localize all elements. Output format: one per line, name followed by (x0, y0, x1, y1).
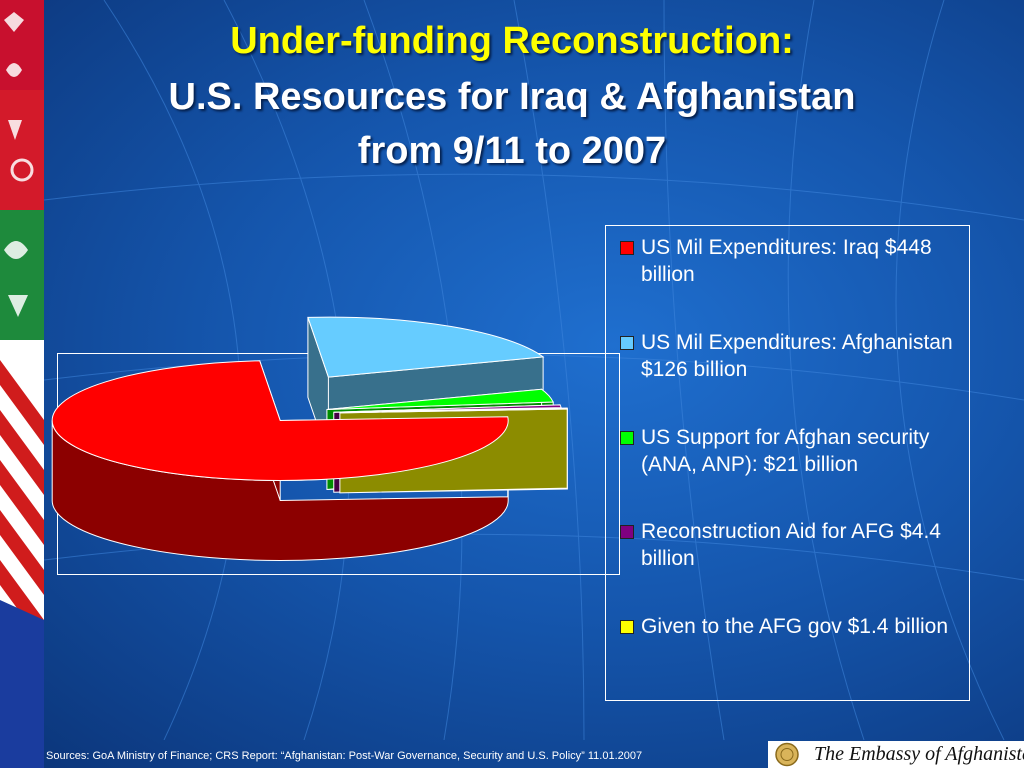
legend-swatch-afghanistan (620, 336, 634, 350)
pie-slice-iraq (51, 360, 509, 481)
afghan-flag-decoration (0, 0, 44, 768)
embassy-logo: The Embassy of Afghanistan (768, 741, 1024, 768)
slide-title: Under-funding Reconstruction: (230, 20, 794, 62)
legend-item-afghanistan: US Mil Expenditures: Afghanistan $126 bi… (620, 329, 965, 383)
legend-swatch-iraq (620, 241, 634, 255)
legend-label-afg-gov: Given to the AFG gov $1.4 billion (641, 615, 949, 638)
legend-item-iraq: US Mil Expenditures: Iraq $448 billion (620, 234, 965, 288)
legend-label-security: US Support for Afghan security (ANA, ANP… (641, 426, 930, 476)
chart-legend: US Mil Expenditures: Iraq $448 billion U… (605, 225, 970, 701)
legend-item-reconstruction: Reconstruction Aid for AFG $4.4 billion (620, 518, 965, 572)
slide-subtitle: U.S. Resources for Iraq & Afghanistan (168, 76, 856, 118)
embassy-seal-icon (775, 742, 799, 767)
legend-label-afghanistan: US Mil Expenditures: Afghanistan $126 bi… (641, 331, 953, 381)
legend-swatch-afg-gov (620, 620, 634, 634)
legend-swatch-security (620, 431, 634, 445)
legend-swatch-reconstruction (620, 525, 634, 539)
embassy-name: The Embassy of Afghanistan (814, 743, 1024, 765)
pie-slice-afg-gov (339, 407, 569, 414)
pie-slice-reconstruction (333, 404, 562, 413)
legend-label-reconstruction: Reconstruction Aid for AFG $4.4 billion (641, 520, 941, 570)
legend-item-security: US Support for Afghan security (ANA, ANP… (620, 424, 965, 478)
slide-subtitle-period: from 9/11 to 2007 (357, 130, 667, 172)
sources-footnote: Sources: GoA Ministry of Finance; CRS Re… (46, 750, 643, 762)
pie-slice-afghanistan (307, 316, 545, 378)
pie-slice-security (326, 388, 554, 410)
legend-item-afg-gov: Given to the AFG gov $1.4 billion (620, 613, 965, 640)
legend-label-iraq: US Mil Expenditures: Iraq $448 billion (641, 236, 932, 286)
